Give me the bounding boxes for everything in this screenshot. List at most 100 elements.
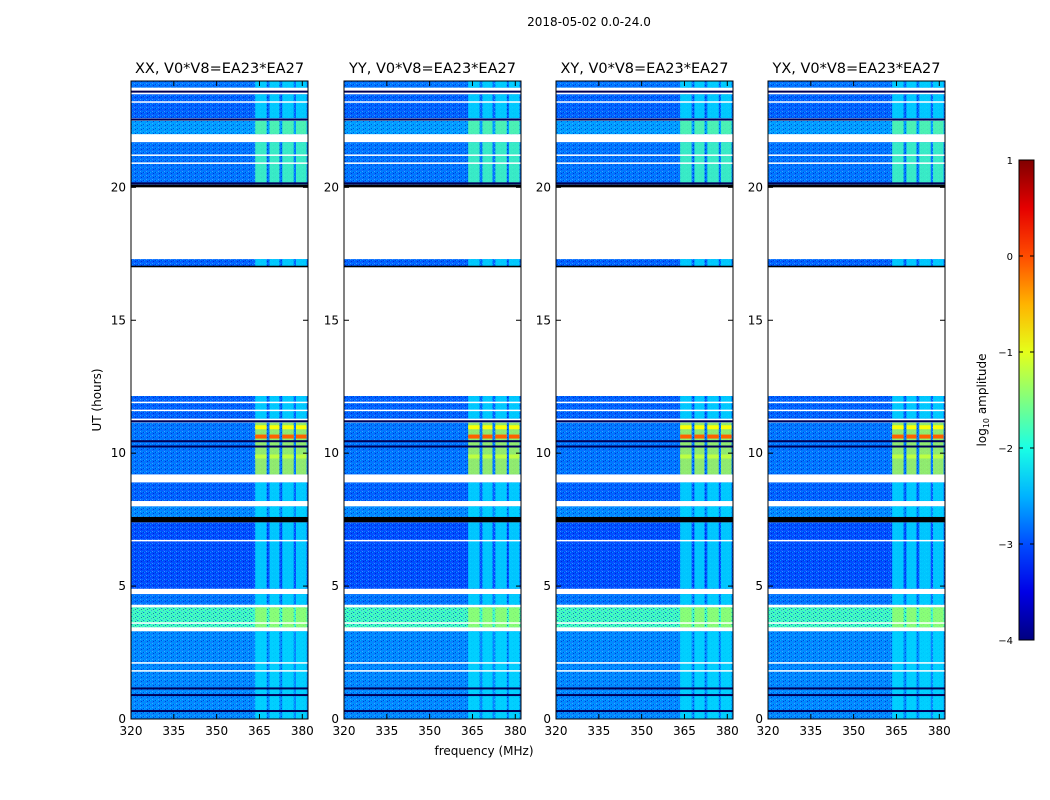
rfi-channel [933,120,944,135]
rfi-channel [468,482,480,502]
rfi-channel [707,522,719,589]
rfi-channel [495,506,507,517]
rfi-channel [495,482,507,502]
rfi-channel [933,81,944,88]
data-block-noise [344,631,521,719]
rfi-spike [509,425,520,430]
rfi-spike [892,454,904,459]
white-gap [768,162,945,164]
rfi-channel [694,594,705,605]
rfi-channel [892,81,904,88]
colorbar-tick-label: 0 [1007,252,1013,263]
rfi-channel [296,94,307,119]
y-tick-label: 20 [324,180,339,194]
rfi-channel [694,422,705,475]
rfi-spike [906,425,917,430]
rfi-channel [919,631,931,719]
data-block-noise [556,259,733,268]
rfi-channel [482,482,493,502]
rfi-spike [694,454,705,459]
rfi-channel [680,506,692,517]
rfi-channel [255,522,267,589]
rfi-spike [296,434,307,439]
rfi-channel [468,259,480,268]
x-tick-label: 335 [162,724,185,738]
data-block-noise [131,396,308,419]
x-tick-label: 335 [799,724,822,738]
white-gap [768,409,945,412]
panel-frame [555,80,734,720]
rfi-spike [680,434,692,439]
rfi-spike [919,425,931,430]
rfi-channel [296,482,307,502]
black-band [556,516,733,523]
data-block-noise [344,422,521,475]
rfi-spike [482,454,493,459]
rfi-channel [906,522,917,589]
rfi-channel [269,259,280,268]
rfi-channel [680,120,692,135]
rfi-channel [282,120,294,135]
rfi-channel [707,259,719,268]
rfi-spike [282,454,294,459]
data-block-noise [556,506,733,517]
rfi-channel [296,607,307,628]
rfi-channel [721,482,732,502]
rfi-channel [468,631,480,719]
rfi-spike [919,434,931,439]
rfi-channel [509,631,520,719]
rfi-spike [707,434,719,439]
black-band [344,516,521,523]
rfi-channel [282,94,294,119]
rfi-channel [282,81,294,88]
rfi-channel [482,120,493,135]
rfi-channel [509,594,520,605]
data-block-noise [768,631,945,719]
rfi-spike [495,434,507,439]
rfi-channel [482,259,493,268]
gap-line [556,710,733,713]
rfi-spike [933,454,944,459]
white-gap [131,539,308,542]
data-block-noise [768,607,945,628]
white-gap [556,409,733,412]
rfi-spike [269,425,280,430]
white-gap [768,154,945,156]
rfi-channel [495,396,507,419]
gap-line [131,440,308,443]
rfi-channel [495,120,507,135]
rfi-channel [707,94,719,119]
y-tick-label: 0 [331,712,339,726]
rfi-channel [721,94,732,119]
rfi-spike [269,434,280,439]
rfi-channel [694,120,705,135]
x-tick-label: 380 [504,724,527,738]
rfi-channel [919,482,931,502]
rfi-spike [296,454,307,459]
rfi-channel [906,120,917,135]
x-tick-label: 365 [248,724,271,738]
rfi-channel [255,396,267,419]
x-tick-label: 350 [205,724,228,738]
x-tick-label: 335 [375,724,398,738]
rfi-channel [919,506,931,517]
x-tick-label: 380 [291,724,314,738]
white-gap [556,162,733,164]
rfi-spike [495,425,507,430]
black-band [768,184,945,188]
rfi-channel [680,259,692,268]
y-tick-label: 15 [324,313,339,327]
data-block-noise [131,506,308,517]
rfi-channel [269,506,280,517]
rfi-channel [906,482,917,502]
rfi-channel [255,94,267,119]
gap-line [768,420,945,423]
rfi-spike [255,454,267,459]
rfi-channel [933,396,944,419]
rfi-channel [255,259,267,268]
y-tick-label: 5 [118,579,126,593]
data-block-noise [768,422,945,475]
gap-line [768,687,945,690]
rfi-spike [919,454,931,459]
rfi-spike [509,434,520,439]
